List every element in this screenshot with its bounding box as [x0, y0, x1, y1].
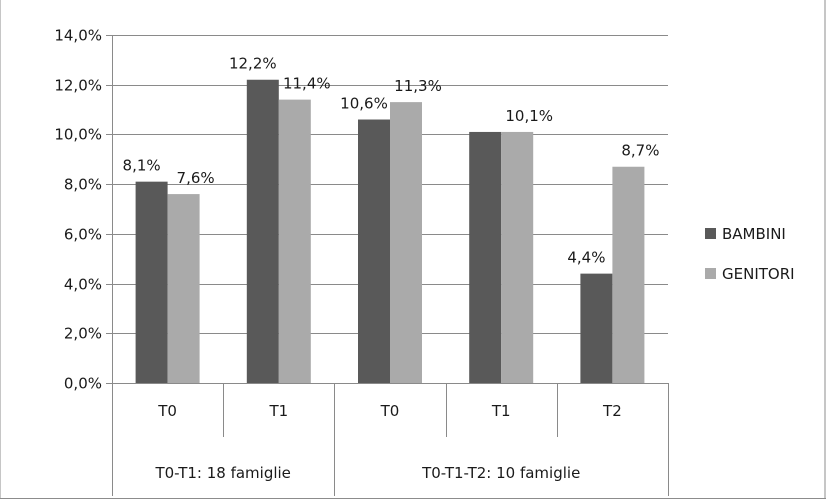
category-label-2: T0: [380, 402, 400, 420]
data-label-genitori-2: 11,3%: [394, 77, 442, 95]
y-tick-label-1: 2,0%: [64, 325, 102, 343]
data-label-genitori-1: 11,4%: [283, 75, 331, 93]
y-tick-label-4: 8,0%: [64, 176, 102, 194]
bar-bambini-0: [135, 181, 168, 383]
category-axis: T0 T1 T0 T1 T2 T0-T1: 18 famiglie T0-T1-T2: 10…: [112, 383, 669, 496]
bar-bambini-3: [469, 131, 502, 383]
legend-label-bambini: BAMBINI: [722, 225, 786, 243]
data-label-genitori-0: 7,6%: [177, 169, 215, 187]
y-tick-label-0: 0,0%: [64, 375, 102, 393]
data-label-bambini-1: 12,2%: [229, 55, 277, 73]
y-axis-ticks: 0,0% 2,0% 4,0% 6,0% 8,0% 10,0% 12,0% 14,0%: [54, 27, 112, 393]
legend: BAMBINI GENITORI: [705, 225, 795, 283]
bar-genitori-2: [390, 102, 422, 383]
legend-swatch-genitori: [705, 268, 716, 279]
data-labels: 8,1% 12,2% 10,6% 4,4% 7,6% 11,4% 11,3% 10,1% 8,7…: [123, 55, 660, 267]
bar-genitori-0: [167, 194, 200, 383]
y-tick-label-2: 4,0%: [64, 276, 102, 294]
data-label-bambini-0: 8,1%: [123, 157, 161, 175]
category-label-4: T2: [602, 402, 622, 420]
category-label-1: T1: [268, 402, 288, 420]
y-tick-label-7: 14,0%: [54, 27, 102, 45]
data-label-bambini-2: 10,6%: [340, 95, 388, 113]
axes: [112, 35, 668, 384]
bar-genitori-4: [612, 166, 645, 383]
data-label-bambini-4: 4,4%: [567, 249, 605, 267]
bar-bambini-4: [580, 273, 613, 383]
data-label-genitori-3: 10,1%: [505, 107, 553, 125]
y-tick-label-3: 6,0%: [64, 226, 102, 244]
bar-bambini-1: [246, 79, 279, 383]
category-label-0: T0: [157, 402, 177, 420]
y-tick-label-6: 12,0%: [54, 77, 102, 95]
group-label-1: T0-T1-T2: 10 famiglie: [421, 464, 580, 482]
bar-bambini-2: [358, 119, 390, 383]
bar-genitori-1: [278, 99, 311, 383]
y-tick-label-5: 10,0%: [54, 126, 102, 144]
bar-genitori-3: [501, 131, 534, 383]
bars: [135, 79, 645, 383]
category-label-3: T1: [491, 402, 511, 420]
legend-label-genitori: GENITORI: [722, 265, 795, 283]
group-label-0: T0-T1: 18 famiglie: [154, 464, 290, 482]
data-label-genitori-4: 8,7%: [621, 142, 659, 160]
legend-swatch-bambini: [705, 228, 716, 239]
